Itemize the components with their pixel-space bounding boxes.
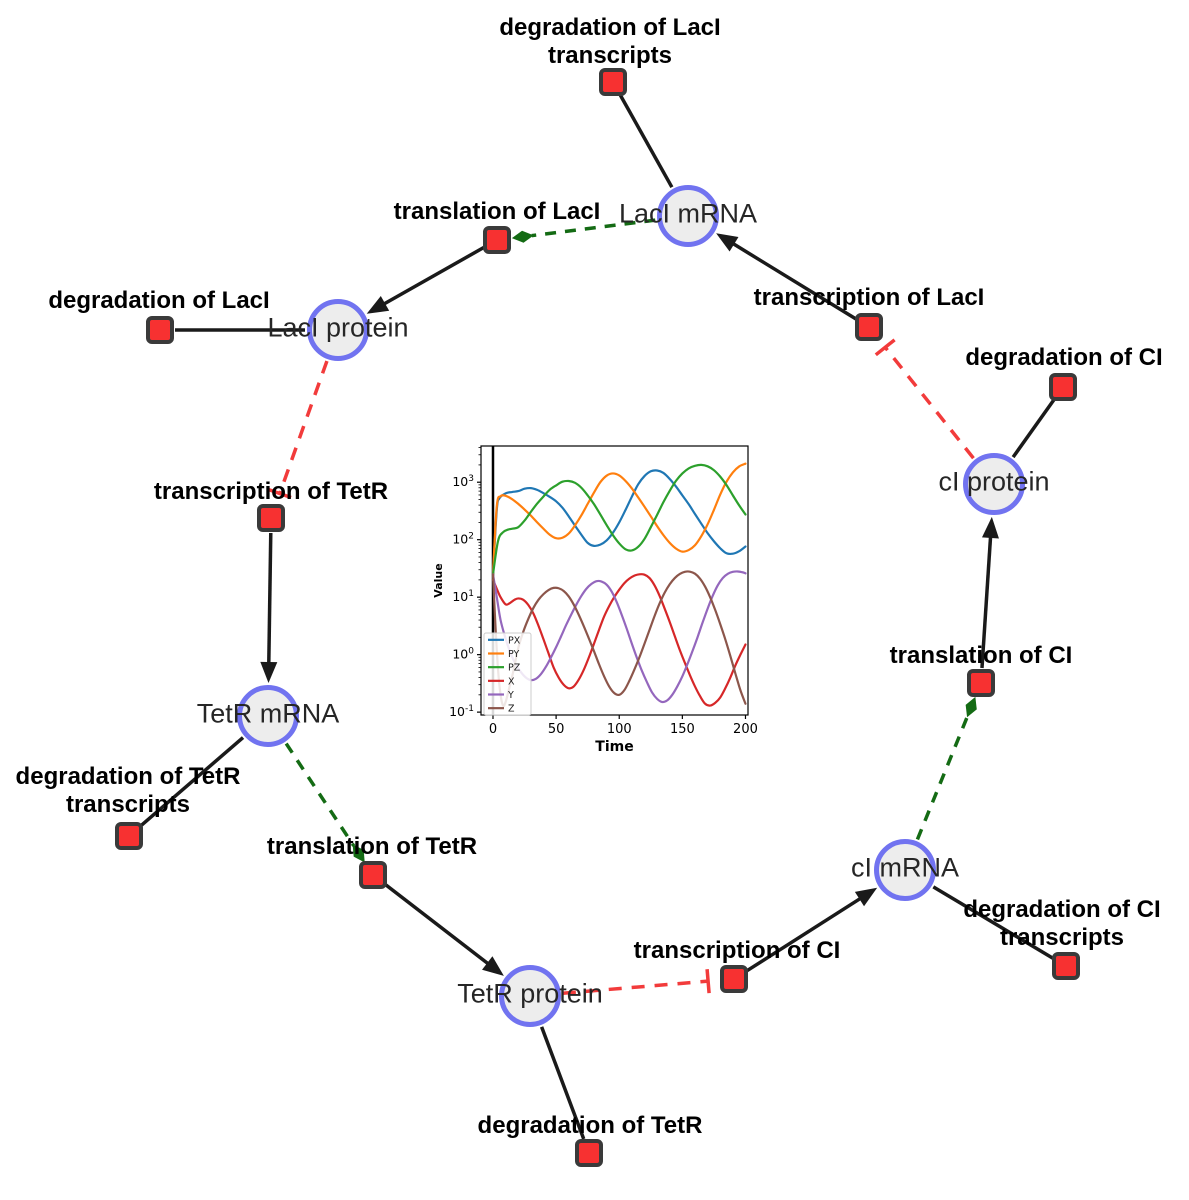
species-label-laci_mrna: LacI mRNA [618,198,758,229]
edge-laci_mrna-deg_laci_tx [618,94,674,189]
y-tick-label: 102 [452,532,474,547]
edge-transl_laci-laci_protein-arrowhead [366,296,390,314]
edge-txn_laci-laci_mrna [730,241,858,321]
reaction-label-deg_laci: degradation of LacI [48,287,270,314]
y-axis-title: Value [432,563,445,597]
edge-transl_tetr-tetr_protein-arrowhead [482,956,504,976]
species-label-laci_protein: LacI protein [267,312,409,343]
x-tick-label: 150 [670,722,695,737]
edge-transl_tetr-tetr_protein [383,882,491,967]
series-line-Y [491,570,747,704]
edge-txn_laci-laci_mrna-arrowhead [716,233,739,252]
x-tick-label: 200 [733,722,758,737]
edge-ci_protein-txn_laci [883,346,975,460]
species-label-ci_mrna: cI mRNA [851,852,959,883]
series-line-X [491,573,747,707]
legend-label-X: X [508,676,515,687]
reaction-node-transl_ci[interactable] [967,669,995,697]
edge-tetr_mrna-transl_tetr-diamond-head [352,844,365,863]
species-node-ci_mrna[interactable] [874,839,936,901]
reaction-node-deg_laci_tx[interactable] [599,68,627,96]
reaction-label-transl_laci: translation of LacI [393,198,601,225]
edge-txn_tetr-tetr_mrna [267,532,273,666]
timecourse-plot: 0 50 100 150 200 10-1 100 101 102 103 Time Value PX P… [432,445,758,755]
reaction-node-deg_ci_tx[interactable] [1052,952,1080,980]
species-node-tetr_mrna[interactable] [237,685,299,747]
edge-txn_ci-ci_mrna [745,895,863,973]
reaction-label-txn_laci: transcription of LacI [753,284,985,311]
species-node-laci_protein[interactable] [307,299,369,361]
edge-ci_mrna-deg_ci_tx [932,885,1055,960]
y-tick-label: 101 [452,589,474,604]
species-label-ci_protein: cI protein [938,466,1050,497]
edge-ci_protein-deg_ci [1011,398,1056,459]
edge-laci_protein-txn_tetr [278,360,329,495]
reaction-label-txn_tetr: transcription of TetR [153,478,389,505]
reaction-label-deg_laci_tx: degradation of LacI transcripts [499,14,721,69]
reaction-node-txn_ci[interactable] [720,965,748,993]
edge-txn_ci-ci_mrna-arrowhead [854,887,878,907]
species-node-laci_mrna[interactable] [657,185,719,247]
inset-chart: 0 50 100 150 200 10-1 100 101 102 103 Time Value PX P… [428,432,768,762]
series-line-PY [491,462,747,576]
x-tick-label: 0 [489,722,497,737]
legend-label-Z: Z [508,704,515,715]
reaction-node-transl_laci[interactable] [483,226,511,254]
legend-label-PY: PY [508,649,520,660]
reaction-node-transl_tetr[interactable] [359,861,387,889]
edge-tetr_mrna-transl_tetr [284,742,356,847]
x-tick-label: 100 [607,722,632,737]
edge-txn_tetr-tetr_mrna-arrowhead [260,661,278,684]
edge-ci_mrna-transl_ci [915,714,970,841]
reaction-node-deg_ci[interactable] [1049,373,1077,401]
edge-tetr_protein-deg_tetr [539,1026,586,1140]
species-node-ci_protein[interactable] [963,453,1025,515]
y-tick-label: 100 [452,647,474,662]
reaction-label-transl_ci: translation of CI [889,642,1073,669]
legend-label-PX: PX [508,635,521,646]
series-line-PZ [491,463,747,576]
reaction-node-txn_laci[interactable] [855,313,883,341]
edge-transl_ci-ci_protein [980,534,993,669]
edge-transl_laci-laci_protein [381,245,485,307]
x-axis-title: Time [595,739,633,755]
edge-tetr_protein-txn_ci [562,979,709,996]
series-line-PX [491,469,747,576]
reaction-node-txn_tetr[interactable] [257,504,285,532]
reaction-node-deg_tetr[interactable] [575,1139,603,1167]
edge-ci_mrna-transl_ci-diamond-head [965,696,977,718]
reaction-node-deg_tetr_tx[interactable] [115,822,143,850]
edge-laci_protein-txn_tetr-tbar [267,487,292,500]
x-tick-label: 50 [548,722,565,737]
y-tick-label: 103 [452,474,474,489]
edge-tetr_mrna-deg_tetr_tx [139,736,245,828]
y-tick-label: 10-1 [449,704,474,719]
reaction-node-deg_laci[interactable] [146,316,174,344]
species-label-tetr_mrna: TetR mRNA [196,698,340,729]
edge-ci_protein-txn_laci-tbar [874,338,896,357]
species-node-tetr_protein[interactable] [499,965,561,1027]
reaction-label-transl_tetr: translation of TetR [266,833,478,860]
legend-label-PZ: PZ [508,663,521,674]
reaction-label-deg_tetr_tx: degradation of TetR transcripts [15,763,241,818]
edge-laci_mrna-transl_laci [531,218,656,238]
edge-laci_mrna-transl_laci-diamond-head [511,230,534,243]
reaction-label-deg_tetr: degradation of TetR [477,1112,703,1139]
reaction-label-txn_ci: transcription of CI [633,937,841,964]
reaction-label-deg_ci_tx: degradation of CI transcripts [963,896,1161,951]
legend-label-Y: Y [507,690,514,701]
reaction-label-deg_ci: degradation of CI [965,344,1163,371]
edge-transl_ci-ci_protein-arrowhead [981,516,999,539]
plot-frame [480,445,749,716]
edge-tetr_protein-txn_ci-tbar [705,969,711,994]
species-label-tetr_protein: TetR protein [457,978,603,1009]
